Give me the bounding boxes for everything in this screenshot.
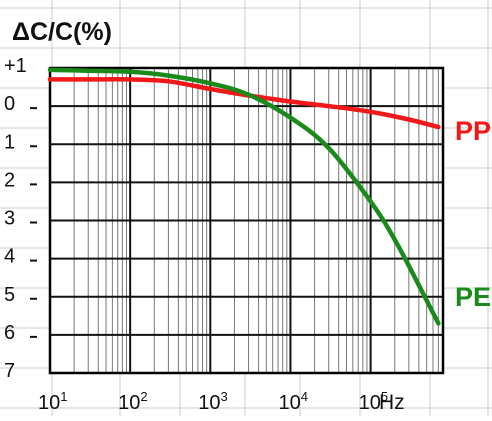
y-tick-label: 4 <box>4 246 15 268</box>
x-tick-exponent: 3 <box>221 389 228 404</box>
series-label-pe: PE <box>455 282 491 312</box>
y-tick-label: 3 <box>4 208 15 230</box>
y-tick-label: 7 <box>4 360 15 382</box>
y-tick-labels: +1 0 1 2 3 4 5 6 7 <box>4 55 37 382</box>
x-unit-label: Hz <box>379 391 405 414</box>
x-tick-exponent: 1 <box>60 389 67 404</box>
x-tick-label: 103 <box>198 389 227 414</box>
x-tick-exponent: 4 <box>301 389 308 404</box>
x-tick-label: 101 <box>38 389 67 414</box>
x-tick-label: 104 <box>278 389 307 414</box>
x-tick-exponent: 2 <box>140 389 147 404</box>
x-tick-exponent: 5 <box>381 389 388 404</box>
series-labels: PP PE <box>455 116 491 312</box>
y-tick-label: 5 <box>4 284 15 306</box>
y-tick-label: 6 <box>4 322 15 344</box>
series-label-pp: PP <box>455 116 491 146</box>
y-tick-label: +1 <box>4 55 27 77</box>
x-tick-label: 102 <box>118 389 147 414</box>
y-tick-label: 2 <box>4 169 15 191</box>
series-line-pe <box>47 67 441 326</box>
series-layer <box>47 67 441 326</box>
y-tick-label: 1 <box>4 131 15 153</box>
y-tick-label: 0 <box>4 93 15 115</box>
plot-frame <box>48 66 445 375</box>
chart-title: ΔC/C(%) <box>12 18 112 46</box>
x-tick-labels: 101 102 103 104 105 <box>38 389 388 414</box>
